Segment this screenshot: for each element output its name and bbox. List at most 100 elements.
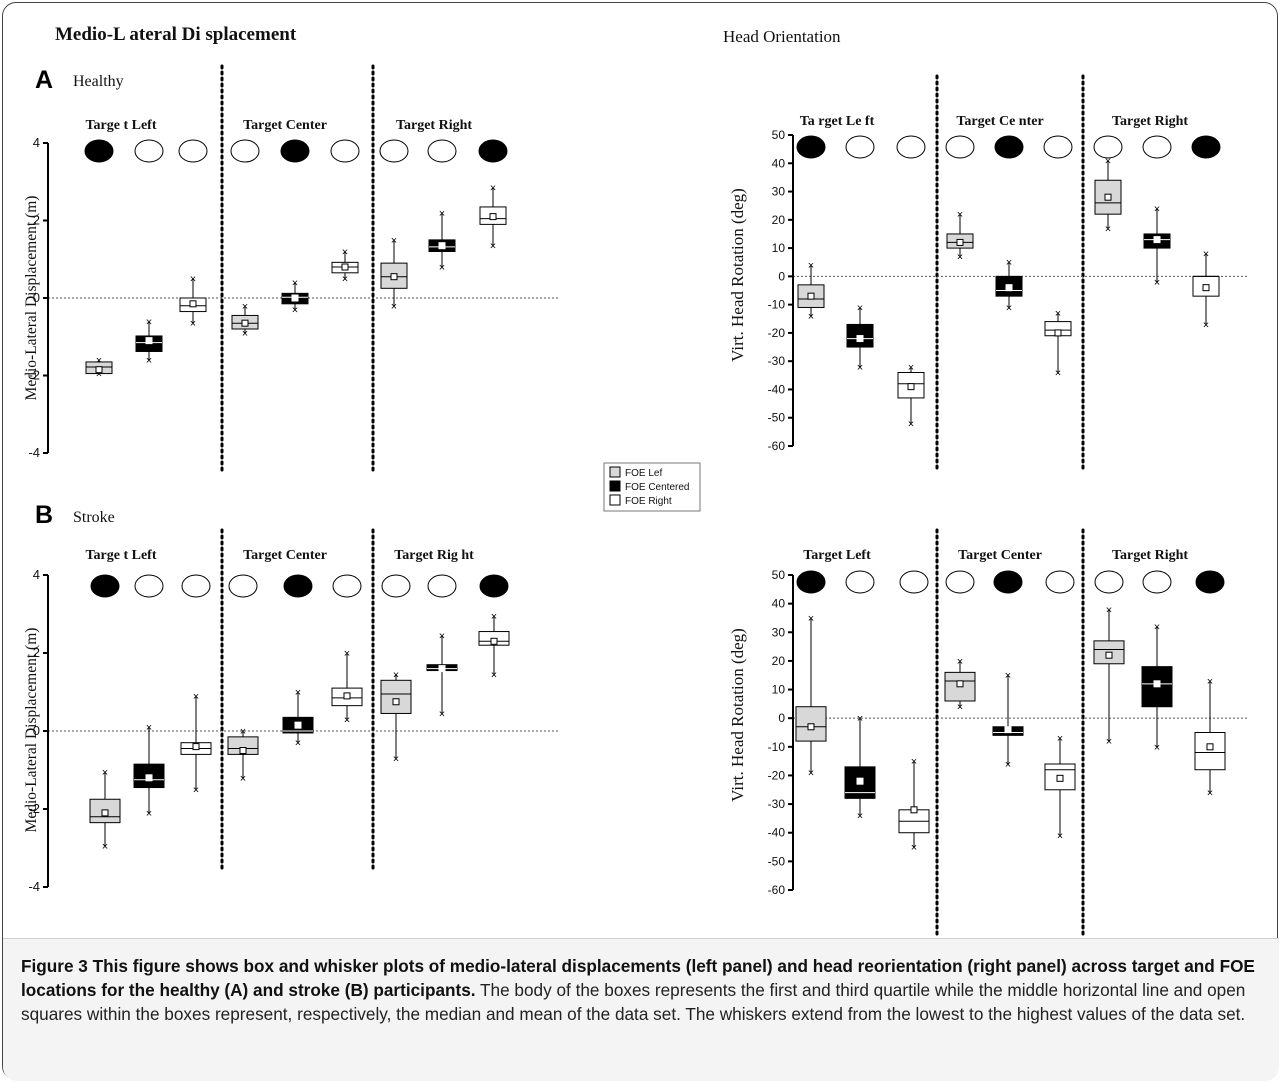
- b-head-mean-marker: [1105, 651, 1113, 659]
- b-displacement-mean-marker: [294, 721, 302, 729]
- b-displacement-whisker-end-marker: ×: [393, 669, 399, 681]
- a-displacement-mean-marker: [438, 242, 446, 250]
- a-displacement-box-7: ××: [380, 235, 408, 313]
- a-head-box-7: ××: [1094, 155, 1122, 235]
- legend-swatch-foe-centered: [609, 480, 621, 492]
- a-displacement-target-marker-filled: [478, 139, 508, 163]
- a-head-target-marker-filled: [994, 135, 1024, 159]
- a-displacement-whisker-end-marker: ×: [391, 235, 397, 247]
- a-head-target-marker-open: [1142, 135, 1172, 159]
- b-head-y-tick-label: -50: [768, 854, 786, 868]
- b-head-whisker-end-marker: ×: [1207, 676, 1213, 688]
- a-head-box-5: ××: [995, 257, 1023, 314]
- a-displacement-target-marker-open: [379, 139, 409, 163]
- b-displacement-chart: -4 -2 0 2 4 Medio-Lateral Displacement (m) Tar…: [23, 528, 558, 894]
- a-head-box-2: ××: [846, 302, 874, 374]
- b-head-whisker-end-marker: ×: [911, 842, 917, 854]
- b-displacement-box-1: ××: [89, 767, 121, 853]
- b-head-y-tick-label: 50: [772, 568, 786, 582]
- row-b-label: Stroke: [73, 509, 115, 526]
- b-head-whisker-end-marker: ×: [1106, 736, 1112, 748]
- b-displacement-target-marker-open: [381, 574, 411, 598]
- a-displacement-target-marker-open: [178, 139, 208, 163]
- a-displacement-whisker-end-marker: ×: [242, 328, 248, 340]
- a-head-target-marker-open: [845, 135, 875, 159]
- a-head-target-marker-open: [945, 135, 975, 159]
- b-head-box-5: ××: [992, 670, 1024, 771]
- b-head-mean-marker: [856, 777, 864, 785]
- a-displacement-mean-marker: [291, 294, 299, 302]
- b-displacement-mean-marker: [490, 637, 498, 645]
- right-panel-title: Head Orientation: [723, 27, 841, 46]
- a-displacement-mean-marker: [341, 263, 349, 271]
- b-head-target-marker-filled: [1195, 570, 1225, 594]
- b-head-whisker-end-marker: ×: [1207, 788, 1213, 800]
- a-head-whisker-end-marker: ×: [957, 209, 963, 221]
- b-displacement-target-marker-open: [332, 574, 362, 598]
- a-displacement-group-label: Target Center: [243, 118, 327, 133]
- a-displacement-whisker-end-marker: ×: [342, 247, 348, 259]
- a-displacement-box-3: ××: [179, 274, 207, 330]
- b-head-whisker-end-marker: ×: [1154, 742, 1160, 754]
- a-displacement-box-8: ××: [428, 208, 456, 274]
- b-head-box-8: ××: [1141, 622, 1173, 754]
- b-head-y-tick-label: 10: [772, 683, 786, 697]
- b-head-whisker-end-marker: ×: [1005, 670, 1011, 682]
- a-head-mean-marker: [1202, 284, 1210, 292]
- b-head-target-marker-filled: [993, 570, 1023, 594]
- a-head-target-marker-open: [1043, 135, 1073, 159]
- b-head-group-label: Target Right: [1112, 548, 1188, 563]
- b-displacement-y-axis-label: Medio-Lateral Displacement (m): [23, 628, 40, 833]
- a-head-y-tick-label: 20: [772, 213, 786, 227]
- a-displacement-y-tick-label: 0: [33, 290, 40, 305]
- b-displacement-whisker-end-marker: ×: [102, 767, 108, 779]
- a-displacement-y-tick-label: 2: [33, 213, 40, 228]
- b-head-box-3: ××: [898, 756, 930, 854]
- b-displacement-whisker-end-marker: ×: [491, 611, 497, 623]
- a-displacement-target-marker-open: [427, 139, 457, 163]
- a-head-mean-marker: [1153, 236, 1161, 244]
- a-head-mean-marker: [1104, 193, 1112, 201]
- b-head-y-tick-label: 0: [778, 711, 785, 725]
- b-displacement-whisker-end-marker: ×: [344, 648, 350, 660]
- a-displacement-target-marker-filled: [280, 139, 310, 163]
- a-displacement-box-1: ××: [85, 355, 113, 381]
- b-displacement-group-label: Target Rig ht: [394, 548, 474, 563]
- legend-label-foe-left: FOE Lef: [625, 468, 662, 479]
- a-head-mean-marker: [956, 238, 964, 246]
- b-head-whisker-end-marker: ×: [957, 702, 963, 714]
- b-head-whisker-end-marker: ×: [957, 656, 963, 668]
- b-head-mean-marker: [1056, 774, 1064, 782]
- legend: FOE Lef FOE Centered FOE Right: [603, 462, 701, 512]
- b-displacement-target-marker-open: [134, 574, 164, 598]
- b-head-target-marker-open: [845, 570, 875, 594]
- a-displacement-target-marker-open: [230, 139, 260, 163]
- b-head-target-marker-open: [899, 570, 929, 594]
- b-head-y-tick-label: -60: [768, 883, 786, 897]
- b-displacement-y-tick-label: -4: [28, 879, 40, 894]
- a-displacement-mean-marker: [145, 337, 153, 345]
- a-head-target-marker-open: [896, 135, 926, 159]
- a-head-y-tick-label: 10: [772, 241, 786, 255]
- a-head-box-6: ××: [1044, 308, 1072, 379]
- a-displacement-group-label: Targe t Left: [85, 118, 156, 133]
- b-head-mean-marker: [1153, 680, 1161, 688]
- a-head-y-tick-label: -40: [768, 382, 786, 396]
- b-displacement-box-5: ××: [282, 687, 314, 750]
- b-head-whisker-end-marker: ×: [857, 811, 863, 823]
- a-head-whisker-end-marker: ×: [1055, 367, 1061, 379]
- a-displacement-whisker-end-marker: ×: [342, 274, 348, 286]
- a-displacement-mean-marker: [241, 319, 249, 327]
- b-displacement-box-6: ××: [331, 648, 363, 726]
- b-displacement-target-marker-filled: [479, 574, 509, 598]
- b-head-mean-marker: [1206, 743, 1214, 751]
- a-displacement-whisker-end-marker: ×: [292, 305, 298, 317]
- a-head-y-tick-label: -30: [768, 354, 786, 368]
- b-head-whisker-end-marker: ×: [1057, 831, 1063, 843]
- a-displacement-whisker-end-marker: ×: [439, 208, 445, 220]
- b-displacement-whisker-end-marker: ×: [295, 687, 301, 699]
- b-displacement-box-body: [380, 679, 412, 714]
- a-displacement-whisker-end-marker: ×: [96, 355, 102, 367]
- b-head-y-tick-label: -30: [768, 797, 786, 811]
